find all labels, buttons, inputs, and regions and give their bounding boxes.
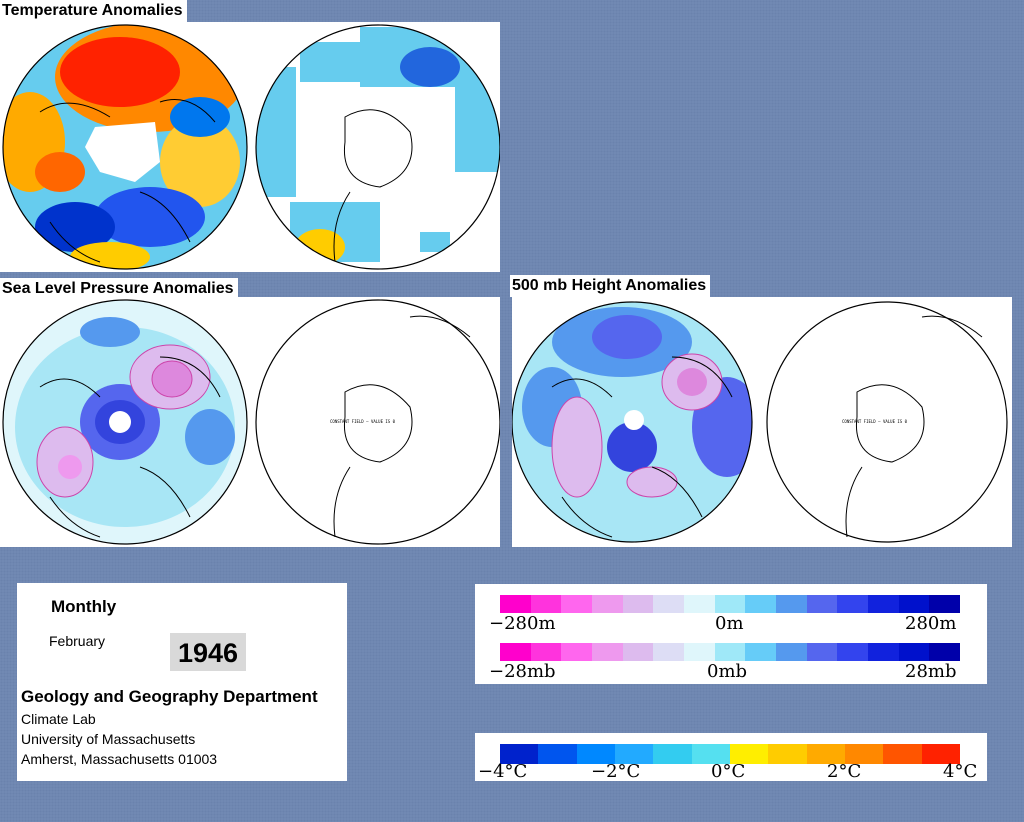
temperature-scale-step [691, 744, 730, 764]
slp-north-map [3, 300, 247, 544]
temperature-scale-label-4: 2°C [827, 761, 862, 782]
height-scale-step [653, 595, 685, 613]
height-scale-step [530, 595, 562, 613]
temperature-title: Temperature Anomalies [0, 0, 187, 22]
temperature-scale-label-2: −2°C [591, 761, 641, 782]
period-label: Monthly [51, 597, 117, 616]
temperature-scale-step [729, 744, 769, 764]
pressure-scale-step [806, 643, 838, 661]
info-line-1: Climate Lab [21, 711, 96, 727]
info-line-2: University of Massachusetts [21, 731, 196, 747]
height-north-map [512, 302, 752, 542]
height-scale-min: −280m [489, 613, 556, 634]
height-scale-step [500, 595, 531, 613]
temperature-scale-step [768, 744, 807, 764]
temperature-scale-label-3: 0°C [711, 761, 746, 782]
temperature-scale-label-1: −4°C [478, 761, 528, 782]
height-title: 500 mb Height Anomalies [510, 275, 711, 297]
slp-south-map: CONSTANT FIELD — VALUE IS 0 [255, 299, 500, 545]
year-label: 1946 [170, 633, 246, 671]
temperature-scale-step [614, 744, 654, 764]
pressure-scale-step [868, 643, 899, 661]
height-color-scale [500, 595, 961, 613]
temperature-scale-step [806, 744, 845, 764]
height-scale-mid: 0m [715, 613, 744, 634]
pressure-scale-step [714, 643, 746, 661]
pressure-scale-mid: 0mb [707, 661, 748, 682]
height-scale-step [622, 595, 654, 613]
height-scale-step [898, 595, 930, 613]
height-pressure-legend: −280m 0m 280m −28mb 0mb 28mb [475, 584, 987, 684]
height-south-map: CONSTANT FIELD — VALUE IS 0 [766, 301, 1008, 543]
temperature-scale-step [576, 744, 615, 764]
temperature-scale-step [844, 744, 884, 764]
pressure-scale-step [500, 643, 531, 661]
slp-constant-field-note: CONSTANT FIELD — VALUE IS 0 [330, 419, 396, 424]
info-box: Monthly February 1946 Geology and Geogra… [17, 583, 347, 781]
slp-panel: CONSTANT FIELD — VALUE IS 0 [0, 297, 500, 547]
pressure-scale-step [837, 643, 869, 661]
slp-title: Sea Level Pressure Anomalies [0, 278, 238, 300]
pressure-scale-max: 28mb [905, 661, 957, 682]
pressure-color-scale [500, 643, 961, 661]
temperature-scale-step [538, 744, 577, 764]
pressure-scale-step [776, 643, 807, 661]
pressure-scale-step [561, 643, 593, 661]
height-scale-step [776, 595, 807, 613]
height-scale-max: 280m [905, 613, 957, 634]
pressure-scale-step [684, 643, 715, 661]
height-panel: CONSTANT FIELD — VALUE IS 0 [512, 297, 1012, 547]
pressure-scale-step [530, 643, 562, 661]
pressure-scale-step [898, 643, 930, 661]
height-scale-step [745, 595, 777, 613]
temperature-scale-step [500, 744, 539, 764]
temperature-scale-step [883, 744, 922, 764]
temperature-legend: −4°C −2°C 0°C 2°C 4°C [475, 733, 987, 782]
pressure-scale-step [653, 643, 685, 661]
temperature-scale-step [921, 744, 960, 764]
height-scale-step [929, 595, 961, 613]
month-label: February [49, 633, 106, 649]
height-scale-step [714, 595, 746, 613]
pressure-scale-step [622, 643, 654, 661]
height-scale-step [561, 595, 593, 613]
height-scale-step [837, 595, 869, 613]
height-constant-field-note: CONSTANT FIELD — VALUE IS 0 [842, 419, 908, 424]
height-scale-step [806, 595, 838, 613]
pressure-scale-min: −28mb [489, 661, 556, 682]
temperature-color-scale [500, 744, 960, 764]
pressure-scale-step [592, 643, 623, 661]
height-scale-step [592, 595, 623, 613]
height-scale-step [684, 595, 715, 613]
temperature-scale-step [653, 744, 692, 764]
department-label: Geology and Geography Department [21, 687, 318, 706]
pressure-scale-step [929, 643, 961, 661]
temperature-scale-label-5: 4°C [943, 761, 978, 782]
info-line-3: Amherst, Massachusetts 01003 [21, 751, 218, 767]
pressure-scale-step [745, 643, 777, 661]
temperature-panel [0, 22, 500, 272]
temperature-north-map [3, 25, 247, 269]
height-scale-step [868, 595, 899, 613]
